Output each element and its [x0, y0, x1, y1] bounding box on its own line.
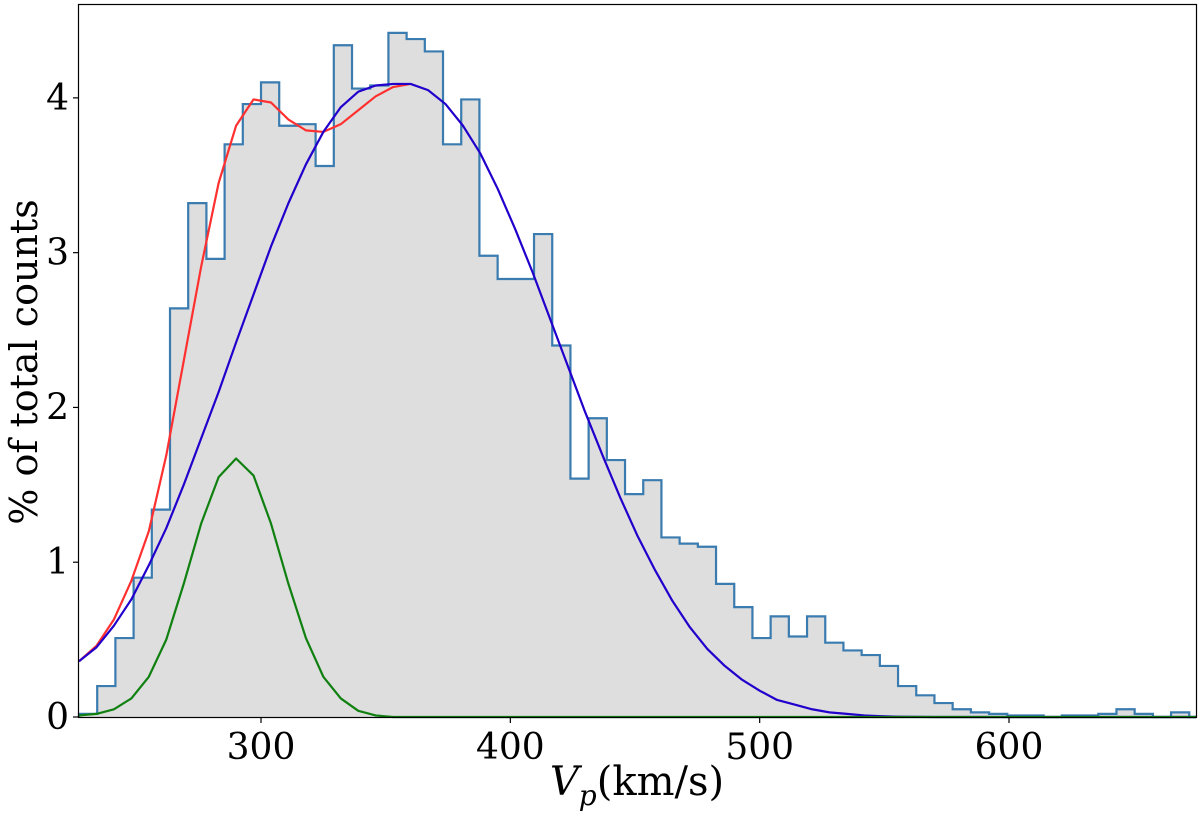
histogram-bar: [843, 650, 863, 717]
histogram-bar: [443, 144, 462, 718]
main-component-curve: [78, 82, 1196, 719]
histogram-bar: [133, 577, 153, 717]
histogram-bar: [388, 32, 408, 718]
histogram-bar: [1098, 713, 1117, 717]
histogram-bar: [679, 543, 699, 717]
histogram-bar: [588, 418, 608, 717]
histogram-bar: [606, 460, 626, 717]
histogram-bar: [242, 104, 262, 718]
histogram-bar: [279, 125, 298, 717]
histogram-bar: [716, 583, 735, 717]
histogram-bar: [788, 636, 808, 717]
x-tick-label: 600: [975, 727, 1044, 768]
y-tick-label: 1: [46, 542, 69, 583]
histogram-bar: [807, 616, 826, 717]
histogram-bar: [115, 638, 135, 717]
histogram-bar: [734, 607, 753, 717]
histogram-bar: [570, 478, 590, 717]
x-tick-label: 500: [725, 727, 794, 768]
histogram-bar: [534, 234, 553, 718]
histogram-bar: [625, 494, 644, 717]
y-tick-label: 0: [46, 697, 69, 738]
histogram-bar: [1134, 713, 1154, 717]
secondary-component-curve: [78, 457, 1196, 719]
histogram-bar: [515, 278, 535, 717]
histogram-bar: [424, 51, 444, 717]
histogram-bar: [970, 712, 990, 717]
histogram-bar: [315, 165, 335, 718]
histogram-bar: [898, 686, 917, 717]
histogram-bar: [1171, 712, 1190, 717]
y-tick-label: 2: [46, 387, 69, 428]
total-fit-curve: [78, 82, 411, 663]
histogram-bar: [151, 509, 171, 717]
histogram-bar: [224, 144, 244, 718]
histogram-bar: [916, 695, 935, 717]
y-tick-label: 3: [46, 233, 69, 274]
histogram-bar: [934, 703, 954, 717]
x-axis-label: Vp(km/s): [550, 759, 724, 812]
histogram-bar: [770, 616, 790, 717]
histogram-bar: [643, 480, 662, 717]
histogram-bar: [406, 39, 426, 717]
histogram-bar: [825, 642, 844, 717]
plot-frame: [77, 3, 1198, 719]
histogram-bar: [297, 124, 317, 717]
x-tick-label: 400: [476, 727, 545, 768]
histogram-bar: [497, 278, 517, 717]
histogram-bar: [352, 88, 371, 717]
histogram-bar: [370, 85, 389, 718]
histogram-bar: [697, 546, 717, 717]
histogram-bar: [188, 203, 207, 718]
histogram-bar: [861, 655, 881, 717]
histogram-bar: [661, 537, 681, 717]
x-axis-label-unit: (km/s): [597, 759, 724, 805]
histogram-bar: [333, 45, 353, 718]
histogram-bar: [952, 709, 972, 717]
histogram-bar: [552, 345, 571, 717]
histogram-bar: [879, 665, 899, 717]
x-tick-label: 300: [227, 727, 296, 768]
y-tick-label: 4: [46, 78, 69, 119]
histogram-bar: [261, 82, 280, 718]
x-axis-label-symbol: V: [550, 759, 583, 805]
histogram-bar: [461, 99, 480, 718]
histogram-bar: [479, 255, 499, 717]
x-axis-label-subscript: p: [579, 779, 597, 812]
histogram-bar: [989, 713, 1008, 717]
histogram-bar: [752, 638, 772, 717]
y-axis-label: % of total counts: [2, 199, 46, 524]
histogram-bar: [1116, 709, 1136, 717]
